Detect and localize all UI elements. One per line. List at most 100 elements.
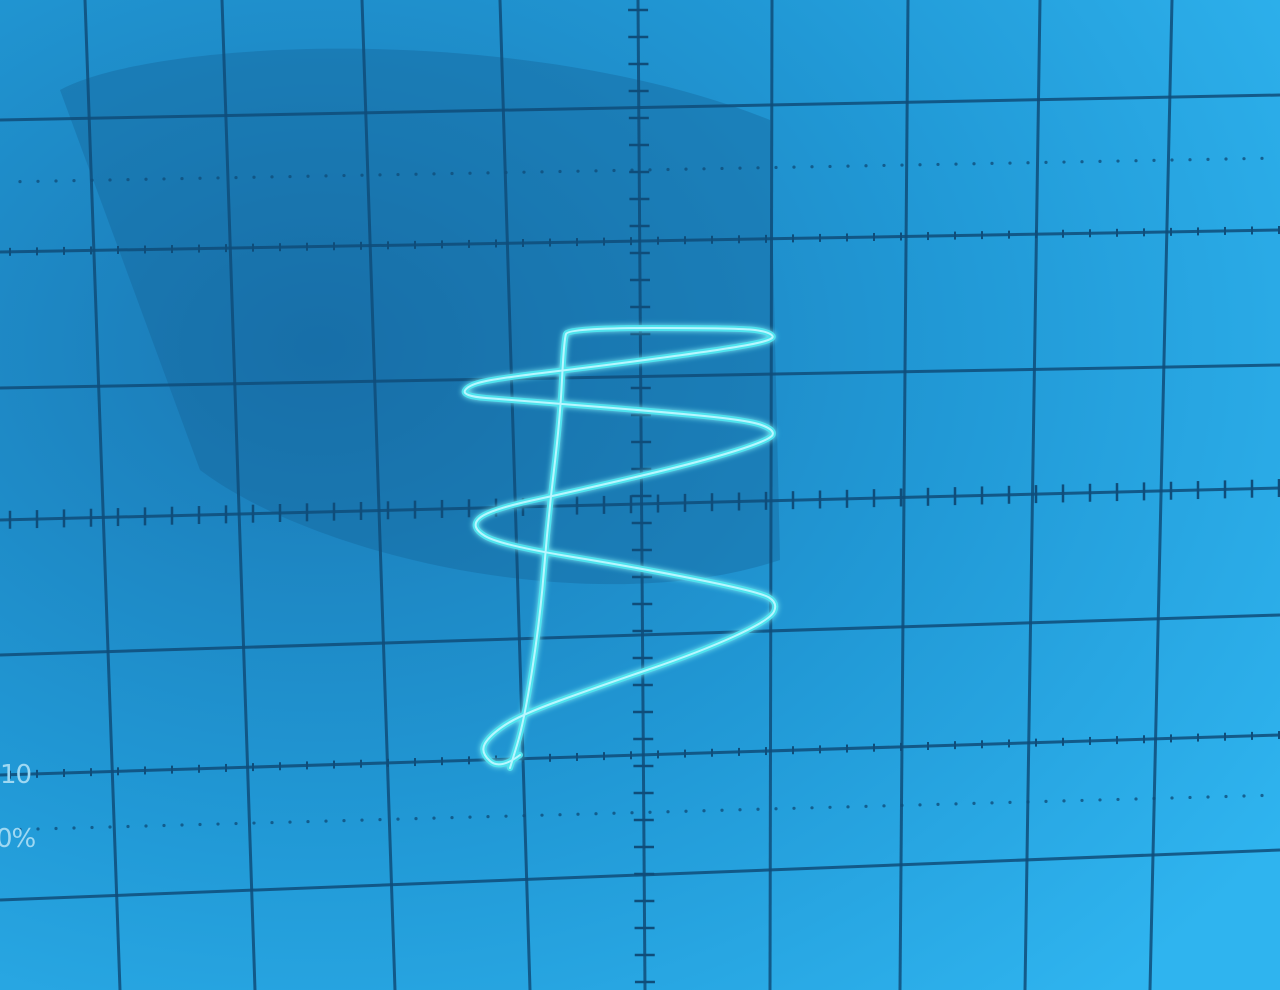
guide-dot: [360, 818, 364, 822]
guide-dot: [1098, 798, 1102, 802]
guide-dot: [684, 809, 688, 813]
guide-dot: [144, 177, 148, 181]
guide-dot: [864, 164, 868, 168]
guide-dot: [198, 822, 202, 827]
guide-dot: [828, 164, 832, 169]
label-10: 10: [0, 760, 32, 790]
guide-dot: [306, 174, 310, 178]
guide-dot: [936, 162, 940, 167]
dotted-guides: [18, 156, 1264, 832]
guide-dot: [18, 180, 22, 184]
guide-dot: [378, 173, 382, 177]
guide-dot: [666, 167, 670, 172]
guide-dot: [1044, 799, 1048, 803]
guide-dot: [1116, 797, 1120, 802]
grid-horizontal-line: [0, 228, 1280, 254]
guide-dot: [630, 168, 634, 172]
guide-dot: [126, 178, 130, 182]
guide-dot: [486, 815, 490, 819]
guide-dot: [990, 801, 994, 805]
guide-dot: [414, 172, 418, 176]
guide-dot: [1260, 156, 1264, 160]
guide-dot: [720, 808, 724, 812]
guide-dot: [792, 806, 796, 810]
guide-dot: [558, 813, 562, 817]
guide-dot: [738, 808, 742, 812]
guide-dot: [846, 805, 850, 809]
guide-dot: [918, 803, 922, 807]
guide-dot: [918, 163, 922, 167]
grid-vertical-line: [220, 0, 257, 990]
guide-dot: [522, 170, 526, 174]
guide-dot: [990, 161, 994, 165]
guide-dot: [216, 822, 220, 826]
guide-dot: [270, 175, 274, 179]
guide-dot: [684, 167, 688, 171]
guide-dot: [972, 162, 976, 166]
guide-dot: [540, 813, 544, 817]
guide-dot: [1026, 800, 1030, 804]
guide-dot: [756, 166, 760, 170]
guide-dot: [180, 823, 184, 827]
guide-dot: [954, 162, 958, 166]
guide-dot: [1134, 797, 1138, 801]
guide-dot: [810, 806, 814, 810]
guide-dot: [648, 810, 652, 814]
guide-dot: [1206, 157, 1210, 161]
guide-dot: [1188, 158, 1192, 162]
grid-vertical-line: [498, 0, 532, 990]
guide-dot: [1062, 799, 1066, 803]
guide-dot: [738, 166, 742, 170]
grid-horizontal-line: [0, 93, 1280, 122]
guide-dot: [1260, 793, 1264, 798]
guide-dot: [234, 821, 238, 826]
guide-dot: [252, 821, 256, 825]
guide-dot: [702, 809, 706, 813]
guide-dot: [288, 820, 292, 824]
guide-dot: [504, 170, 508, 175]
guide-dot: [216, 176, 220, 180]
guide-dot: [54, 826, 58, 831]
guide-dot: [432, 816, 436, 820]
guide-dot: [1152, 158, 1156, 162]
guide-dot: [432, 172, 436, 176]
guide-dot: [450, 171, 454, 176]
guide-dot: [342, 173, 346, 178]
guide-dot: [522, 814, 526, 818]
grid-vertical-line: [83, 0, 122, 990]
guide-dot: [126, 824, 130, 829]
grid-horizontal-line: [0, 733, 1280, 777]
guide-dot: [882, 163, 886, 168]
guide-dot: [702, 167, 706, 171]
trace-core-line: [463, 327, 777, 769]
guide-dot: [1008, 161, 1012, 165]
guide-dot: [594, 169, 598, 173]
guide-dot: [108, 178, 112, 182]
grid-horizontal-line: [0, 363, 1280, 390]
guide-dot: [450, 816, 454, 820]
guide-dot: [324, 174, 328, 178]
guide-dot: [756, 807, 760, 811]
grid-vertical-line: [768, 0, 774, 990]
label-0-percent: 0%: [0, 824, 36, 854]
guide-dot: [1206, 795, 1210, 799]
guide-dot: [630, 811, 634, 815]
guide-dot: [1044, 160, 1048, 164]
guide-dot: [576, 169, 580, 173]
guide-dot: [846, 164, 850, 168]
guide-dot: [1224, 794, 1228, 799]
guide-dot: [954, 802, 958, 806]
guide-dot: [18, 827, 22, 832]
guide-dot: [540, 170, 544, 174]
grid-horizontal-line: [0, 486, 1280, 522]
guide-dot: [468, 171, 472, 175]
guide-dot: [90, 178, 94, 182]
guide-dot: [90, 825, 94, 830]
guide-dot: [1008, 800, 1012, 804]
guide-dot: [1170, 796, 1174, 800]
guide-dot: [972, 801, 976, 805]
guide-dot: [612, 811, 616, 815]
guide-dot: [162, 823, 166, 828]
guide-dot: [198, 176, 202, 180]
